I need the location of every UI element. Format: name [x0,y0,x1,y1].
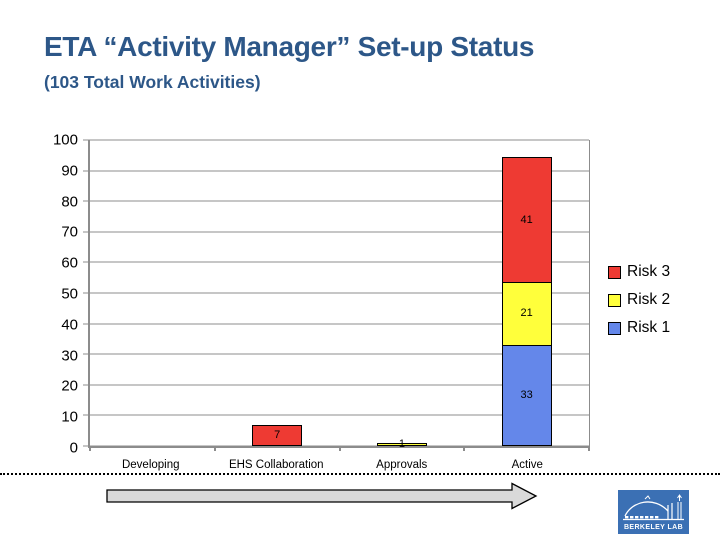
lab-dome-icon: BERKELEY LAB [623,494,684,531]
y-axis-label: 50 [61,285,78,303]
y-axis-label: 60 [61,254,78,272]
y-axis-label: 90 [61,162,78,180]
legend-swatch [608,265,621,279]
berkeley-lab-logo: BERKELEY LAB [618,490,689,534]
bar-segment: 7 [252,424,303,446]
bar-segment: 1 [376,438,427,449]
gridline [83,323,589,325]
dotted-divider [0,473,720,475]
y-axis-label: 10 [61,408,78,426]
bar-value-label: 41 [520,213,533,226]
category-label: Developing [121,459,180,471]
bar-value-label: 21 [520,307,533,320]
right-arrow-icon [106,482,538,510]
x-axis-labels: Developing EHS Collaboration Approvals Acti… [88,456,590,474]
category-label: EHS Collaboration [228,459,324,471]
y-axis-labels: 0 10 20 30 40 50 60 70 80 90 100 [26,133,80,456]
gridline [83,445,589,447]
page-title: ETA “Activity Manager” Set-up Status [44,31,535,62]
legend-label: Risk 1 [627,319,671,336]
legend-label: Risk 2 [627,291,671,308]
legend-item: Risk 3 [608,263,671,280]
x-axis-tick [588,446,590,451]
category-label: Approvals [376,459,428,471]
gridline [83,353,589,355]
x-axis-tick [213,446,216,451]
gridline [83,200,589,202]
y-axis-label: 40 [61,316,78,334]
plot-area: 7 1 41 21 33 [83,139,590,451]
bar-value-label: 33 [520,389,533,402]
y-axis-label: 20 [61,377,78,395]
y-axis-label: 30 [61,347,78,365]
bar-value-label: 1 [398,437,405,450]
bar-segment: 33 [501,345,552,446]
category-label: Active [511,459,543,471]
y-axis-label: 100 [52,131,78,149]
bar: 1 [376,140,427,449]
gridline [83,139,589,141]
gridline [83,384,589,386]
gridline [83,231,589,233]
gridline [83,292,589,294]
x-axis-tick [463,446,466,451]
bar-segment: 21 [501,281,552,347]
x-axis-tick [338,446,341,451]
y-axis-label: 0 [69,439,78,457]
bar: 41 21 33 [501,140,552,446]
gridline [83,261,589,263]
legend-swatch [608,321,621,335]
gridline [83,414,589,416]
logo-text: BERKELEY LAB [624,524,683,531]
legend-item: Risk 2 [608,291,671,308]
bar-segment: 41 [501,157,552,283]
legend-swatch [608,293,621,307]
legend-label: Risk 3 [627,263,671,280]
bar: 7 [252,140,303,446]
y-axis-label: 70 [61,223,78,241]
gridline [83,170,589,172]
y-axis-label: 80 [61,193,78,211]
page-subtitle: (103 Total Work Activities) [44,72,261,92]
legend-item: Risk 1 [608,319,671,336]
x-axis-tick [89,446,91,451]
bar-value-label: 7 [274,428,281,441]
legend: Risk 3 Risk 2 Risk 1 [608,263,671,336]
